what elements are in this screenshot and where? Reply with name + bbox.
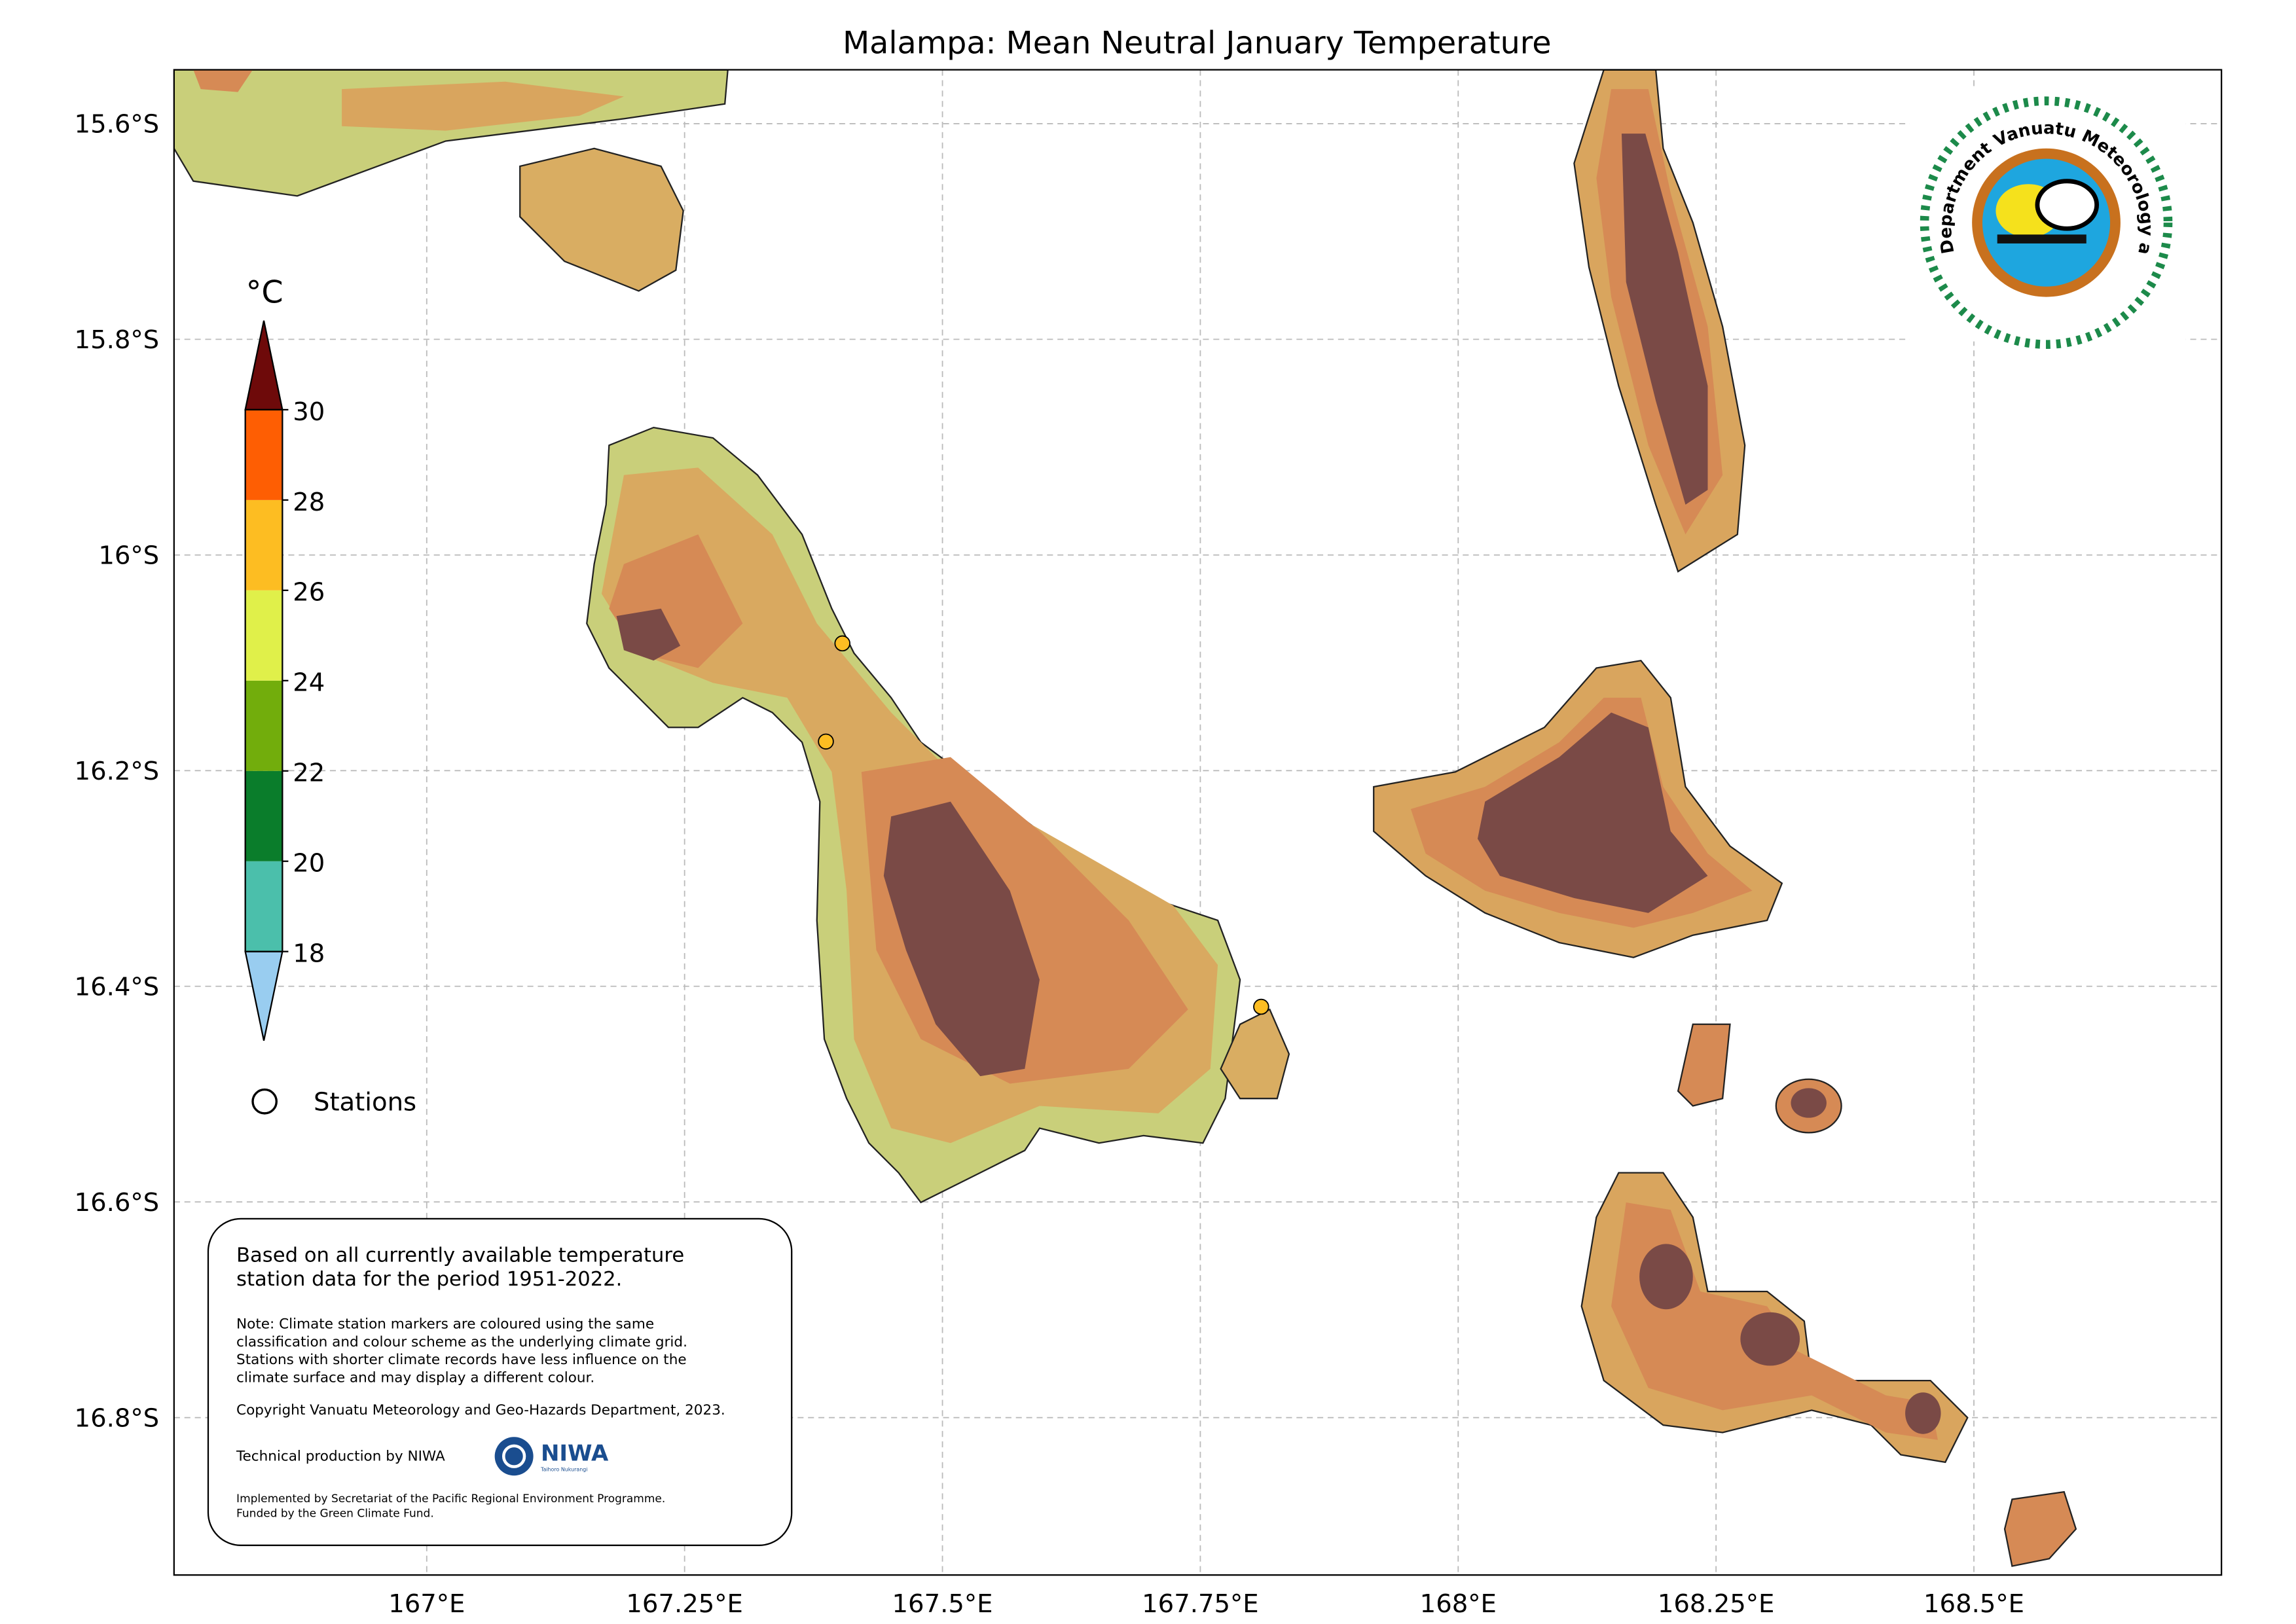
colorbar-band	[245, 770, 283, 861]
colorbar-band	[245, 680, 283, 771]
x-tick-label: 167.5°E	[892, 1589, 993, 1619]
niwa-icon	[501, 1444, 526, 1468]
colorbar-tick-label: 22	[293, 759, 325, 788]
colorbar-unit: °C	[246, 275, 283, 311]
colorbar-band	[245, 409, 283, 500]
colorbar-band	[245, 861, 283, 952]
legend-marker	[251, 1088, 278, 1115]
colorbar-tick-label: 24	[293, 668, 325, 698]
station	[834, 635, 850, 652]
y-tick-label: 15.6°S	[75, 110, 160, 139]
info-summary: Based on all currently available tempera…	[236, 1244, 684, 1267]
info-note: Note: Climate station markers are colour…	[236, 1316, 654, 1333]
colorbar-under	[244, 950, 283, 1041]
logo-laurel	[1920, 96, 2173, 349]
info-funding: Funded by the Green Climate Fund.	[236, 1507, 434, 1521]
info-note: Stations with shorter climate records ha…	[236, 1352, 687, 1368]
y-tick-label: 15.8°S	[75, 325, 160, 355]
niwa-icon	[494, 1437, 534, 1476]
legend-label: Stations	[314, 1087, 416, 1117]
map-frame	[173, 69, 2223, 1576]
info-summary: station data for the period 1951-2022.	[236, 1268, 622, 1291]
colorbar-tick-label: 30	[293, 397, 325, 427]
y-tick-label: 16.4°S	[75, 972, 160, 1001]
info-production: Technical production by NIWA	[236, 1449, 445, 1465]
colorbar-tick-label: 26	[293, 578, 325, 607]
info-copyright: Copyright Vanuatu Meteorology and Geo-Ha…	[236, 1402, 725, 1418]
islands	[173, 69, 2077, 1567]
colorbar-tick-label: 28	[293, 488, 325, 517]
colorbar-band	[245, 499, 283, 590]
info-note: climate surface and may display a differ…	[236, 1369, 594, 1386]
y-tick-label: 16.6°S	[75, 1188, 160, 1218]
y-tick-label: 16°S	[98, 541, 159, 570]
colorbar-tick-label: 18	[293, 939, 325, 969]
x-tick-label: 167.25°E	[626, 1589, 743, 1619]
logo-ground	[1997, 234, 2086, 244]
logo-cloud	[2035, 179, 2100, 231]
x-tick-label: 167°E	[388, 1589, 465, 1619]
colorbar-tick-label: 20	[293, 849, 325, 878]
info-note: classification and colour scheme as the …	[236, 1334, 687, 1350]
info-box	[207, 1218, 793, 1546]
map-title: Malampa: Mean Neutral January Temperatur…	[843, 26, 1552, 62]
x-tick-label: 168.5°E	[1923, 1589, 2024, 1619]
x-tick-label: 167.75°E	[1142, 1589, 1259, 1619]
niwa-logo: NIWA	[541, 1441, 609, 1467]
info-funding: Implemented by Secretariat of the Pacifi…	[236, 1492, 665, 1506]
y-tick-label: 16.2°S	[75, 757, 160, 786]
x-tick-label: 168°E	[1420, 1589, 1497, 1619]
y-tick-label: 16.8°S	[75, 1403, 160, 1433]
niwa-tagline: Taihoro Nukurangi	[540, 1466, 588, 1472]
colorbar-over	[244, 320, 283, 411]
station	[818, 733, 834, 750]
x-tick-label: 168.25°E	[1658, 1589, 1775, 1619]
station	[1253, 998, 1269, 1015]
colorbar-band	[245, 590, 283, 681]
